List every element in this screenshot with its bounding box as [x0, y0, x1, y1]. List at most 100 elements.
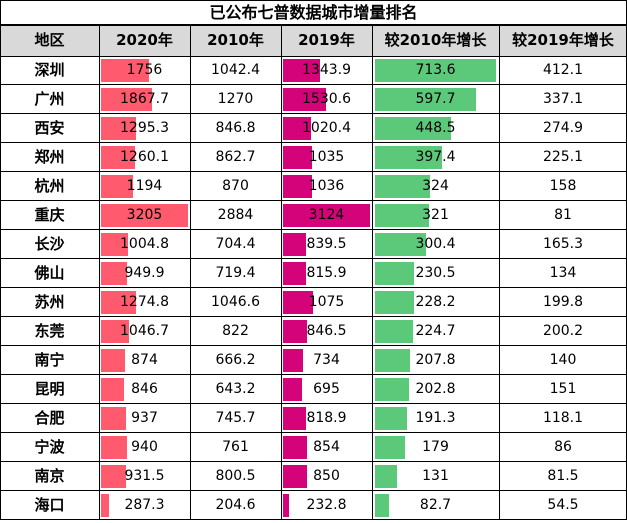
- data-bar-y2019: [283, 407, 306, 430]
- value-vs-2019: 134: [549, 265, 577, 281]
- value-2010: 643.2: [215, 381, 256, 397]
- region-cell: 佛山: [34, 264, 65, 282]
- data-bar-y2019: [283, 117, 312, 140]
- value-2019: 695: [313, 381, 340, 397]
- data-bar-vs2010: [375, 204, 430, 227]
- value-2019: 1036: [308, 178, 345, 194]
- value-vs-2019: 86: [554, 439, 572, 455]
- value-vs-2010: 321: [422, 207, 449, 223]
- value-vs-2019: 158: [549, 178, 577, 194]
- value-2019: 839.5: [306, 236, 347, 252]
- region-cell: 广州: [34, 90, 65, 108]
- value-2019: 232.8: [306, 497, 347, 513]
- value-vs-2010: 179: [422, 439, 449, 455]
- table-row: 佛山 949.9 719.4 815.9 230.5 134: [0, 259, 627, 288]
- value-2010: 704.4: [215, 236, 256, 252]
- value-vs-2010: 448.5: [415, 120, 456, 136]
- value-2020: 1004.8: [120, 236, 169, 252]
- value-2020: 874: [131, 352, 158, 368]
- value-2020: 1295.3: [120, 120, 169, 136]
- table-row: 西安 1295.3 846.8 1020.4 448.5 274.9: [0, 114, 627, 143]
- value-2010: 719.4: [215, 265, 256, 281]
- value-2010: 862.7: [215, 149, 256, 165]
- value-2020: 1756: [126, 62, 163, 78]
- value-vs-2010: 597.7: [415, 91, 456, 107]
- value-2010: 2884: [217, 207, 254, 223]
- value-2020: 949.9: [124, 265, 165, 281]
- value-vs-2010: 131: [422, 468, 449, 484]
- data-bar-y2019: [283, 233, 307, 256]
- value-2019: 818.9: [306, 410, 347, 426]
- value-2010: 761: [222, 439, 249, 455]
- region-cell: 宁波: [34, 438, 65, 456]
- value-vs-2019: 81: [554, 207, 572, 223]
- value-2020: 3205: [126, 207, 163, 223]
- value-2010: 666.2: [215, 352, 256, 368]
- value-2019: 854: [313, 439, 340, 455]
- region-cell: 西安: [34, 119, 65, 137]
- table-row: 海口 287.3 204.6 232.8 82.7 54.5: [0, 491, 627, 520]
- data-bar-y2020: [101, 233, 129, 256]
- value-vs-2019: 118.1: [542, 410, 584, 426]
- table-row: 宁波 940 761 854 179 86: [0, 433, 627, 462]
- value-vs-2010: 224.7: [415, 323, 456, 339]
- value-2019: 734: [313, 352, 340, 368]
- data-bar-y2020: [101, 349, 125, 372]
- value-2019: 846.5: [306, 323, 347, 339]
- data-bar-y2019: [283, 436, 307, 459]
- data-bar-y2019: [283, 465, 307, 488]
- header-region: 地区: [34, 31, 65, 49]
- value-2019: 815.9: [306, 265, 347, 281]
- value-2019: 1020.4: [302, 120, 351, 136]
- value-2020: 1867.7: [120, 91, 169, 107]
- table-title: 已公布七普数据城市增量排名: [0, 0, 627, 25]
- value-vs-2010: 324: [422, 178, 449, 194]
- header-2019: 2019年: [298, 31, 355, 49]
- value-2019: 3124: [308, 207, 345, 223]
- data-bar-y2019: [283, 349, 304, 372]
- data-bar-y2019: [283, 378, 303, 401]
- table-row: 杭州 1194 870 1036 324 158: [0, 172, 627, 201]
- header-vs-2010: 较2010年增长: [384, 31, 487, 49]
- value-2010: 822: [222, 323, 249, 339]
- header-2020: 2020年: [116, 31, 173, 49]
- value-2010: 745.7: [215, 410, 256, 426]
- data-bar-y2020: [101, 407, 127, 430]
- region-cell: 东莞: [34, 322, 65, 340]
- table-row: 南京 931.5 800.5 850 131 81.5: [0, 462, 627, 491]
- data-bar-y2020: [101, 117, 137, 140]
- region-cell: 南京: [34, 467, 65, 485]
- region-cell: 长沙: [34, 235, 65, 253]
- data-bar-vs2010: [375, 494, 390, 517]
- table-row: 深圳 1756 1042.4 1343.9 713.6 412.1: [0, 56, 627, 85]
- value-2020: 1260.1: [120, 149, 169, 165]
- value-vs-2019: 165.3: [542, 236, 584, 252]
- region-cell: 昆明: [34, 380, 65, 398]
- data-bar-y2020: [101, 175, 134, 198]
- region-cell: 海口: [34, 496, 65, 514]
- value-vs-2010: 202.8: [415, 381, 456, 397]
- value-vs-2010: 713.6: [415, 62, 456, 78]
- value-2019: 1035: [308, 149, 345, 165]
- header-vs-2019: 较2019年增长: [512, 31, 614, 49]
- value-2020: 1194: [126, 178, 163, 194]
- value-2020: 940: [131, 439, 158, 455]
- value-2010: 846.8: [215, 120, 256, 136]
- value-vs-2010: 300.4: [415, 236, 456, 252]
- data-bar-y2019: [283, 88, 326, 111]
- data-bar-vs2010: [375, 407, 408, 430]
- value-vs-2019: 199.8: [542, 294, 584, 310]
- data-bar-y2020: [101, 204, 188, 227]
- value-vs-2019: 412.1: [542, 62, 584, 78]
- value-vs-2010: 82.7: [419, 497, 452, 513]
- data-bar-vs2010: [375, 465, 398, 488]
- data-bar-vs2010: [375, 436, 406, 459]
- value-2010: 800.5: [215, 468, 256, 484]
- data-bar-vs2010: [375, 291, 414, 314]
- value-2020: 1274.8: [120, 294, 169, 310]
- table-row: 重庆 3205 2884 3124 321 81: [0, 201, 627, 230]
- data-bar-y2020: [101, 378, 124, 401]
- value-2010: 870: [222, 178, 249, 194]
- data-bar-y2019: [283, 204, 370, 227]
